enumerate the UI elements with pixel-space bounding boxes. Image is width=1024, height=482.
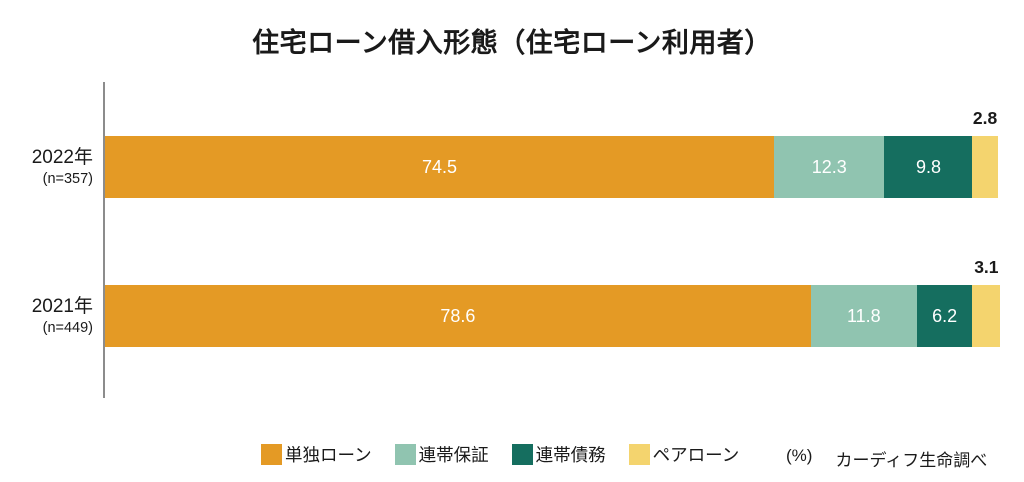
bar-segment: 78.6 (105, 285, 811, 347)
category-sample-size: (n=449) (42, 319, 93, 336)
footer: (%) カーディフ生命調べ (786, 446, 987, 471)
legend-swatch (628, 444, 650, 465)
legend-label: 連帯保証 (418, 445, 489, 465)
bar-row: 2021年 (n=449) 78.6 11.8 6.2 3.1 (32, 257, 1003, 347)
category-label: 2021年 (n=449) (32, 295, 93, 337)
bar-segment: 2.8 (972, 108, 998, 198)
legend-swatch (261, 444, 282, 465)
legend-item: 単独ローン (261, 442, 372, 467)
value-label: 12.3 (811, 156, 847, 177)
value-label: 74.5 (421, 156, 458, 177)
value-label: 78.6 (440, 305, 476, 326)
legend-item: ペアローン (628, 442, 740, 467)
y-axis-line (103, 82, 105, 398)
value-label: 6.2 (932, 305, 958, 326)
legend-label: 連帯債務 (535, 445, 606, 465)
source-label: カーディフ生命調べ (835, 451, 988, 470)
bar-segment: 9.8 (884, 136, 973, 198)
category-sample-size: (n=357) (42, 170, 93, 187)
category-year: 2022年 (31, 147, 93, 169)
legend-item: 連帯保証 (394, 442, 489, 467)
legend-item: 連帯債務 (511, 442, 606, 467)
value-label-outside: 2.8 (972, 108, 998, 128)
value-label-outside: 3.1 (974, 257, 999, 277)
legend-label: 単独ローン (285, 445, 372, 465)
value-label: 9.8 (915, 156, 941, 177)
unit-label: (%) (786, 446, 813, 465)
bar-segment: 11.8 (810, 285, 917, 347)
bar-segment: 74.5 (105, 136, 774, 198)
value-label: 11.8 (846, 305, 881, 326)
bar-segment: 6.2 (916, 285, 973, 347)
legend-swatch (511, 444, 533, 465)
category-year: 2021年 (31, 296, 93, 318)
category-label: 2022年 (n=357) (32, 146, 93, 188)
legend-swatch (394, 444, 416, 465)
plot-area: 2022年 (n=357) 74.5 12.3 9.8 2.8 2021年 (n=449) 78… (32, 82, 1003, 398)
legend-label: ペアローン (652, 445, 740, 465)
bar-row: 2022年 (n=357) 74.5 12.3 9.8 2.8 (32, 108, 1003, 198)
bar-segment: 12.3 (774, 136, 885, 198)
legend: 単独ローン 連帯保証 連帯債務 ペアローン (261, 444, 739, 465)
bar-segment: 3.1 (972, 257, 1001, 347)
chart-title: 住宅ローン借入形態（住宅ローン利用者） (252, 28, 772, 58)
